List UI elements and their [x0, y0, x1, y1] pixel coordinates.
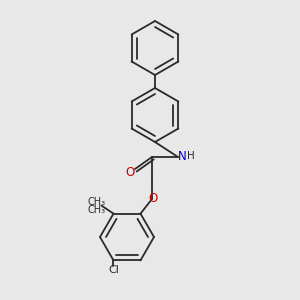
Text: Cl: Cl: [108, 266, 119, 275]
Text: CH₃: CH₃: [87, 205, 106, 214]
Text: N: N: [178, 149, 186, 163]
Text: O: O: [125, 167, 135, 179]
Text: CH₃: CH₃: [87, 196, 106, 207]
Text: H: H: [187, 151, 195, 161]
Text: O: O: [148, 191, 158, 205]
